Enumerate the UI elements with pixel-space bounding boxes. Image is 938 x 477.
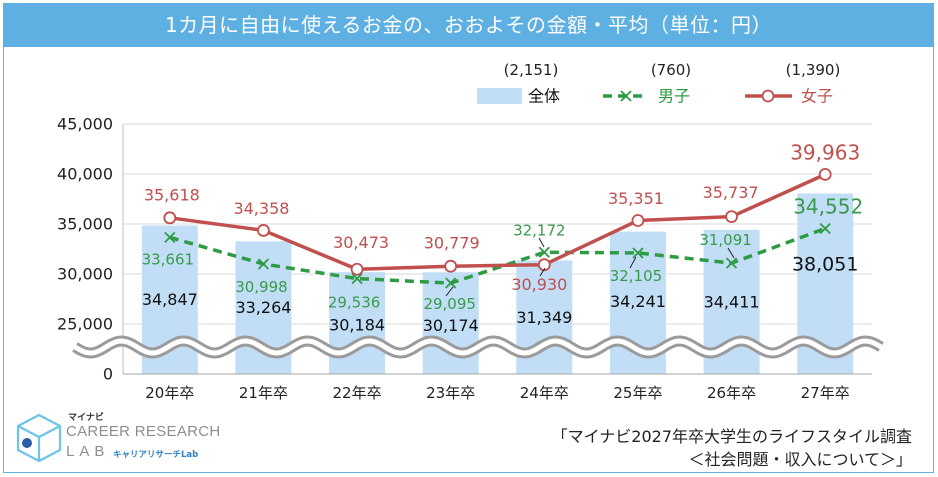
- data-label-male-21: 30,998: [235, 278, 288, 296]
- x-marker-stroke: [538, 246, 550, 258]
- leader-line: [538, 237, 545, 248]
- legend: (2,151) 全体 (760) 男子 (1,390) 女子: [477, 61, 840, 106]
- x-tick-label-24: 24年卒: [520, 384, 569, 402]
- data-label-female-20: 35,618: [144, 185, 200, 204]
- marker-female-27: [818, 167, 832, 181]
- marker-male-25: [632, 247, 644, 259]
- data-label-female-27: 39,963: [790, 140, 860, 164]
- leader-line: [539, 267, 546, 277]
- marker-male-27: [819, 222, 831, 235]
- data-label-male-25: 32,105: [610, 267, 663, 285]
- legend-label-male: 男子: [658, 87, 690, 106]
- marker-female-20: [163, 211, 177, 225]
- marker-female-24: [537, 258, 551, 272]
- legend-marker-female: [761, 89, 775, 103]
- x-tick-label-20: 20年卒: [145, 384, 194, 402]
- marker-male-23: [445, 277, 457, 289]
- legend-label-female: 女子: [801, 87, 833, 106]
- data-label-female-24: 30,930: [511, 275, 567, 294]
- source-line-1: 「マイナビ2027年卒大学生のライフスタイル調査: [551, 427, 912, 446]
- logo-lab: LAB: [66, 443, 110, 460]
- y-tick-label-40000: 40,000: [57, 165, 113, 184]
- data-label-male-22: 29,536: [328, 294, 381, 312]
- data-label-male-24: 32,172: [513, 221, 566, 239]
- line-female: [169, 172, 826, 272]
- legend-count-male: (760): [651, 61, 691, 79]
- marker-female-23: [444, 259, 458, 273]
- data-label-female-22: 30,473: [333, 233, 389, 252]
- x-tick-label-25: 25年卒: [613, 384, 662, 402]
- data-label-all-21: 33,264: [235, 298, 291, 317]
- y-tick-label-35000: 35,000: [57, 215, 113, 234]
- cube-logo-icon: [16, 413, 62, 463]
- marker-male-26: [725, 257, 738, 269]
- x-marker-stroke: [632, 247, 644, 259]
- title-band: 1カ月に自由に使えるお金の、おおよその金額・平均（単位：円）: [3, 3, 934, 47]
- chart-title: 1カ月に自由に使えるお金の、おおよその金額・平均（単位：円）: [164, 13, 773, 37]
- marker-female-22: [350, 262, 364, 276]
- career-research-lab-logo: マイナビ CAREER RESEARCH LAB キャリアリサーチLab: [16, 410, 226, 466]
- x-tick-label-23: 23年卒: [426, 384, 475, 402]
- x-marker-stroke: [445, 277, 457, 289]
- data-label-female-26: 35,737: [703, 183, 759, 202]
- x-tick-label-27: 27年卒: [801, 384, 850, 402]
- logo-career-research: CAREER RESEARCH: [66, 423, 221, 440]
- data-label-male-27: 34,552: [793, 194, 863, 218]
- x-marker-stroke: [725, 257, 738, 269]
- legend-swatch-all: [477, 88, 522, 104]
- legend-count-female: (1,390): [786, 61, 841, 79]
- marker-male-24: [538, 246, 550, 258]
- x-marker-stroke: [351, 273, 363, 285]
- data-label-all-26: 34,411: [704, 292, 760, 311]
- data-label-male-20: 33,661: [142, 250, 195, 268]
- x-marker-stroke: [620, 90, 632, 102]
- logo-subtitle: キャリアリサーチLab: [113, 450, 199, 460]
- data-label-all-25: 34,241: [610, 292, 666, 311]
- legend-marker-male: [620, 90, 632, 102]
- marker-male-20: [164, 231, 176, 244]
- marker-male-21: [257, 258, 270, 270]
- logo-brand-small: マイナビ: [68, 413, 104, 423]
- marker-female-21: [257, 224, 270, 237]
- x-tick-label-21: 21年卒: [239, 384, 288, 402]
- data-label-all-22: 30,184: [329, 316, 385, 335]
- data-label-male-23: 29,095: [423, 295, 476, 313]
- data-label-all-27: 38,051: [792, 253, 858, 275]
- source-line-2: ＜社会問題・収入について＞」: [688, 450, 912, 469]
- x-marker-stroke: [819, 222, 831, 235]
- leader-line: [629, 256, 637, 269]
- y-tick-label-30000: 30,000: [57, 265, 113, 284]
- legend-count-all: (2,151): [504, 61, 559, 79]
- data-label-all-20: 34,847: [142, 290, 198, 309]
- data-label-female-23: 30,779: [424, 234, 480, 253]
- x-tick-label-22: 22年卒: [333, 384, 382, 402]
- marker-female-26: [725, 210, 738, 224]
- marker-female-25: [631, 214, 645, 227]
- data-label-all-24: 31,349: [516, 308, 572, 327]
- axis-break-wave: [73, 338, 883, 356]
- x-marker-stroke: [164, 231, 176, 244]
- legend-label-all: 全体: [528, 87, 560, 106]
- marker-male-22: [351, 273, 363, 285]
- x-marker-stroke: [257, 258, 270, 270]
- line-male: [169, 226, 826, 285]
- x-tick-label-26: 26年卒: [707, 384, 756, 402]
- data-label-female-21: 34,358: [233, 199, 289, 218]
- y-tick-label-25000: 25,000: [57, 315, 113, 334]
- data-label-female-25: 35,351: [608, 189, 664, 208]
- y-tick-label-0: 0: [103, 365, 113, 384]
- data-label-all-23: 30,174: [423, 316, 479, 335]
- leader-line: [727, 247, 735, 259]
- y-tick-label-45000: 45,000: [57, 115, 113, 134]
- data-label-male-26: 31,091: [699, 231, 752, 249]
- leader-line: [445, 286, 454, 297]
